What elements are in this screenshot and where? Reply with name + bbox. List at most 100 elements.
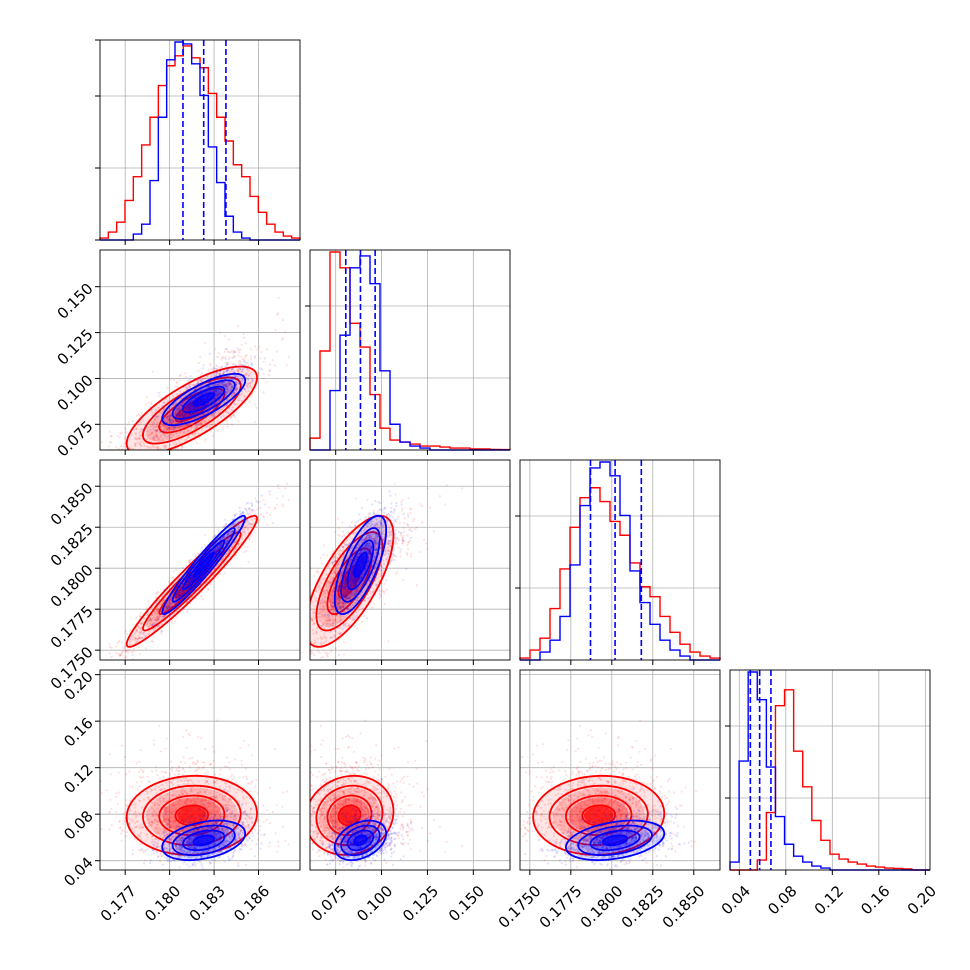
data-point	[207, 588, 210, 591]
data-point	[152, 635, 155, 638]
data-point	[265, 511, 268, 515]
data-point	[230, 388, 233, 391]
data-point	[169, 415, 172, 418]
data-point	[236, 388, 239, 391]
data-point	[165, 403, 168, 406]
data-point	[206, 425, 209, 428]
data-point	[191, 412, 194, 415]
data-point	[178, 404, 181, 407]
data-point	[174, 422, 177, 425]
data-point	[251, 364, 254, 367]
data-point	[169, 427, 172, 430]
data-point	[185, 438, 188, 441]
data-point	[225, 404, 228, 408]
data-point	[194, 388, 197, 391]
data-point	[179, 430, 182, 433]
data-point	[275, 350, 278, 353]
data-point	[178, 410, 181, 413]
data-point	[140, 455, 142, 457]
data-point	[189, 403, 192, 406]
data-point	[157, 406, 160, 409]
data-point	[139, 440, 142, 443]
data-point	[219, 369, 222, 372]
data-point	[167, 580, 171, 583]
data-point	[156, 417, 159, 420]
data-point	[164, 453, 166, 455]
data-point	[155, 415, 158, 418]
data-point	[214, 388, 217, 391]
data-point	[211, 434, 215, 437]
data-point	[250, 377, 253, 380]
data-point	[233, 402, 236, 405]
data-point	[268, 513, 272, 517]
grid-lines	[100, 250, 300, 450]
data-point	[176, 409, 180, 412]
data-point	[239, 367, 242, 370]
data-point	[251, 380, 254, 383]
data-point	[160, 439, 164, 442]
data-point	[175, 393, 179, 396]
data-point	[175, 432, 178, 435]
data-point	[170, 415, 173, 418]
data-point	[175, 451, 177, 453]
data-point	[242, 332, 245, 336]
data-point	[213, 397, 216, 400]
data-point	[163, 429, 166, 432]
data-point	[229, 382, 232, 385]
data-point	[204, 404, 207, 407]
data-point	[220, 365, 223, 368]
data-point	[175, 442, 178, 445]
data-point	[246, 385, 249, 388]
data-point	[160, 423, 164, 426]
data-point	[207, 385, 211, 388]
data-point	[233, 375, 236, 378]
data-point	[211, 413, 214, 416]
data-point	[170, 421, 173, 424]
data-point	[222, 381, 226, 384]
data-point	[247, 382, 250, 385]
data-point	[215, 389, 218, 392]
data-point	[228, 382, 231, 385]
data-point	[151, 457, 153, 459]
data-point	[243, 388, 246, 391]
data-point	[138, 443, 141, 446]
data-point	[218, 393, 221, 396]
data-point	[193, 398, 196, 401]
data-point	[203, 543, 206, 547]
data-point	[195, 406, 198, 409]
data-point	[240, 376, 243, 379]
data-point	[166, 418, 169, 421]
data-point	[172, 378, 176, 381]
data-point	[174, 620, 177, 623]
data-point	[176, 385, 179, 389]
data-point	[234, 376, 237, 379]
data-point	[219, 382, 222, 385]
data-point	[174, 425, 177, 429]
data-point	[155, 425, 158, 428]
data-point	[140, 444, 143, 448]
data-point	[146, 438, 149, 441]
data-point	[110, 441, 113, 444]
data-point	[217, 387, 220, 390]
data-point	[134, 445, 137, 448]
data-point	[169, 377, 172, 380]
data-point	[232, 414, 235, 417]
data-point	[172, 420, 175, 423]
data-point	[171, 419, 174, 422]
data-point	[97, 679, 99, 681]
data-point	[241, 368, 244, 371]
data-point	[200, 421, 203, 424]
data-point	[224, 370, 228, 373]
data-point	[192, 412, 195, 415]
data-point	[119, 452, 121, 454]
data-point	[207, 385, 210, 388]
data-point	[187, 406, 190, 409]
data-point	[218, 382, 221, 385]
data-point	[169, 440, 172, 443]
data-point	[160, 451, 162, 453]
data-point	[194, 424, 197, 427]
data-point	[133, 444, 137, 447]
data-point	[169, 588, 172, 591]
data-point	[243, 366, 246, 369]
data-point	[191, 399, 194, 402]
